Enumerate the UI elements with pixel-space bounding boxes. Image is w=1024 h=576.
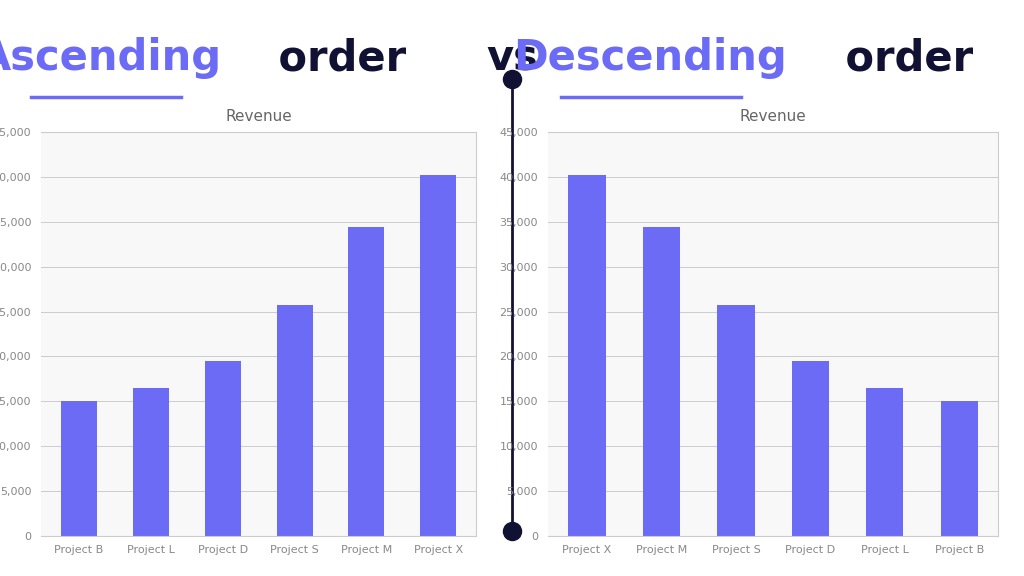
Bar	[941, 401, 978, 536]
Text: order: order	[264, 37, 407, 79]
Bar	[643, 226, 680, 536]
Text: vs: vs	[486, 37, 538, 79]
Bar	[568, 175, 605, 536]
Title: Revenue: Revenue	[739, 109, 807, 124]
Bar	[60, 401, 96, 536]
Bar	[348, 226, 384, 536]
Bar	[133, 388, 169, 536]
Text: Descending: Descending	[513, 37, 787, 79]
Title: Revenue: Revenue	[225, 109, 292, 124]
Text: Ascending: Ascending	[0, 37, 222, 79]
Bar	[421, 175, 457, 536]
Bar	[276, 305, 312, 536]
Text: order: order	[831, 37, 974, 79]
Bar	[866, 388, 903, 536]
Bar	[205, 361, 241, 536]
Bar	[717, 305, 755, 536]
Bar	[792, 361, 829, 536]
